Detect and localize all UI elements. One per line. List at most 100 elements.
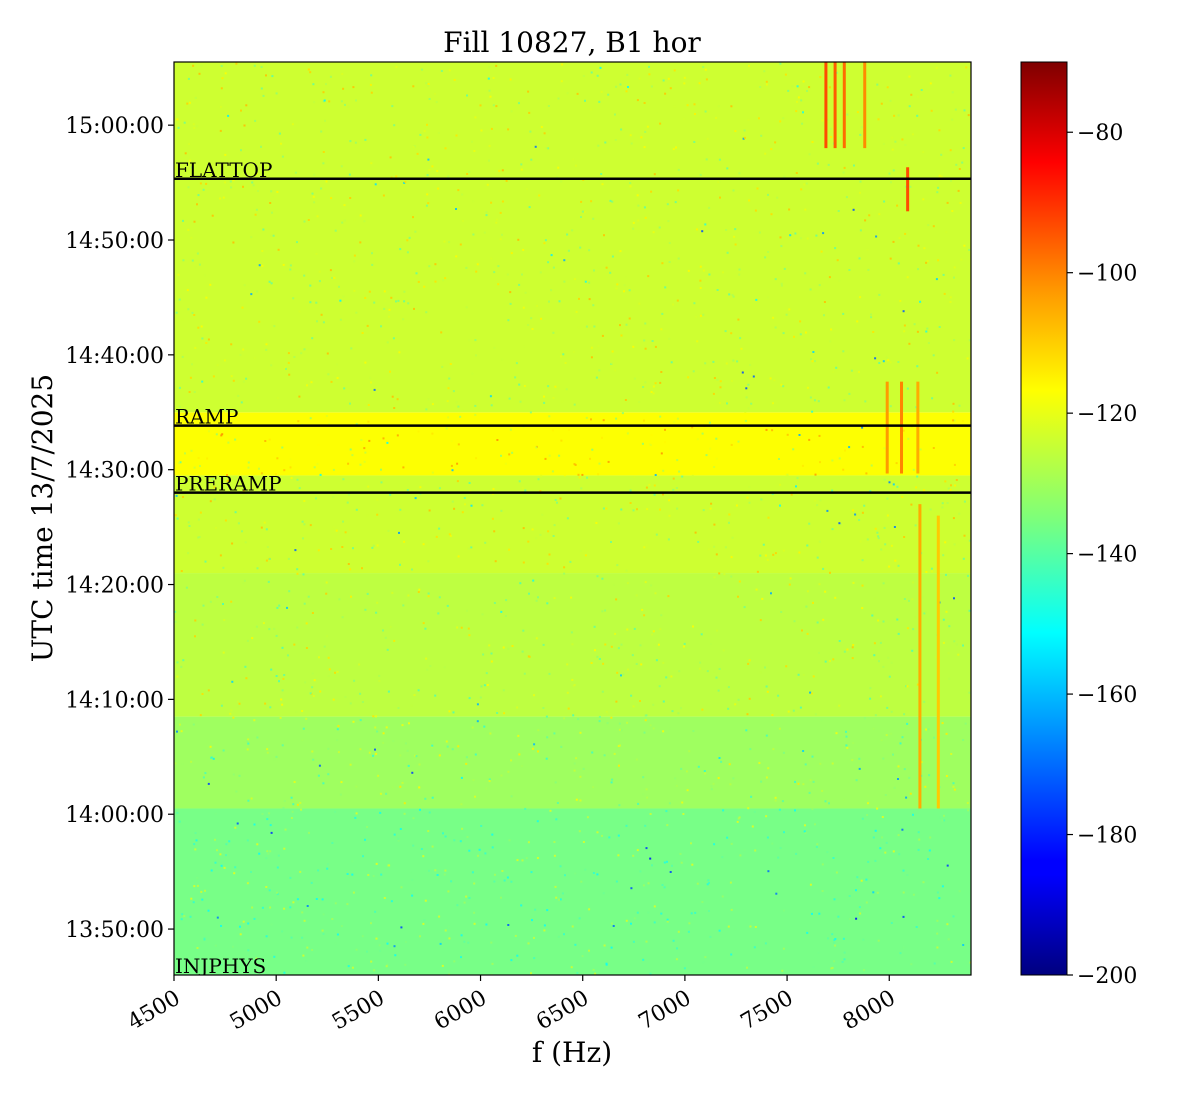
noise-speck — [804, 331, 807, 334]
noise-speck — [601, 183, 604, 186]
noise-speck — [539, 490, 542, 493]
noise-speck — [662, 469, 665, 472]
noise-speck — [761, 597, 764, 600]
noise-speck — [952, 410, 955, 413]
noise-speck — [883, 200, 886, 203]
noise-speck — [802, 783, 805, 786]
noise-speck — [316, 320, 318, 323]
noise-speck — [366, 324, 369, 327]
noise-speck — [630, 887, 633, 890]
noise-speck — [748, 486, 751, 488]
noise-speck — [176, 811, 179, 814]
noise-speck — [480, 129, 483, 132]
noise-speck — [404, 180, 407, 183]
noise-speck — [713, 843, 716, 846]
noise-speck — [434, 694, 437, 697]
noise-speck — [668, 261, 671, 263]
noise-speck — [238, 774, 241, 777]
noise-speck — [867, 268, 870, 271]
noise-speck — [444, 147, 447, 150]
noise-speck — [955, 479, 958, 481]
noise-speck — [644, 216, 647, 219]
noise-speck — [422, 622, 425, 625]
noise-speck — [536, 820, 539, 823]
noise-speck — [194, 96, 197, 99]
noise-speck — [614, 139, 617, 141]
noise-speck — [522, 345, 525, 348]
noise-speck — [303, 274, 306, 277]
noise-speck — [194, 635, 196, 638]
noise-speck — [603, 754, 606, 757]
noise-speck — [423, 130, 426, 133]
noise-speck — [299, 801, 302, 804]
noise-speck — [240, 149, 242, 152]
noise-speck — [802, 750, 805, 752]
noise-speck — [923, 700, 926, 703]
noise-speck — [205, 182, 208, 185]
noise-speck — [376, 498, 379, 501]
noise-speck — [261, 250, 264, 252]
noise-speck — [767, 251, 770, 253]
noise-speck — [547, 385, 550, 388]
noise-speck — [457, 555, 460, 558]
noise-speck — [207, 909, 210, 912]
noise-speck — [831, 762, 834, 765]
noise-speck — [700, 633, 703, 636]
noise-speck — [426, 136, 429, 139]
noise-speck — [379, 811, 382, 814]
noise-speck — [677, 257, 680, 260]
noise-speck — [372, 754, 374, 757]
noise-speck — [399, 248, 402, 251]
noise-speck — [911, 649, 914, 652]
noise-speck — [852, 742, 855, 744]
noise-speck — [479, 104, 482, 107]
noise-speck — [563, 572, 566, 575]
noise-speck — [559, 497, 562, 500]
noise-speck — [619, 250, 622, 253]
noise-speck — [194, 266, 197, 269]
noise-speck — [478, 848, 481, 851]
noise-speck — [242, 582, 245, 585]
noise-speck — [527, 540, 530, 543]
noise-speck — [296, 626, 299, 629]
noise-speck — [590, 662, 593, 664]
noise-speck — [329, 269, 332, 272]
noise-speck — [699, 173, 702, 176]
noise-speck — [176, 517, 179, 520]
noise-speck — [874, 829, 877, 832]
noise-speck — [774, 799, 777, 802]
noise-speck — [311, 949, 314, 951]
noise-speck — [312, 695, 315, 697]
noise-speck — [534, 908, 537, 911]
noise-speck — [835, 871, 838, 874]
noise-speck — [270, 364, 273, 367]
noise-speck — [483, 231, 486, 234]
noise-speck — [734, 243, 737, 246]
noise-speck — [744, 410, 747, 413]
noise-speck — [708, 206, 711, 209]
noise-speck — [805, 182, 808, 185]
noise-speck — [903, 598, 906, 600]
noise-speck — [522, 527, 525, 530]
noise-speck — [607, 93, 610, 96]
noise-speck — [346, 501, 349, 504]
noise-speck — [418, 588, 421, 591]
noise-speck — [312, 195, 315, 198]
noise-speck — [293, 643, 296, 646]
noise-speck — [968, 248, 971, 251]
noise-speck — [650, 85, 653, 88]
noise-speck — [485, 787, 488, 790]
noise-speck — [692, 370, 695, 373]
noise-speck — [483, 725, 486, 728]
noise-speck — [611, 200, 614, 203]
noise-speck — [524, 807, 527, 810]
y-tick-label: 14:10:00 — [65, 688, 164, 713]
noise-speck — [653, 173, 656, 176]
noise-speck — [447, 470, 449, 473]
noise-speck — [495, 64, 498, 67]
noise-speck — [838, 279, 841, 282]
noise-speck — [653, 921, 656, 924]
noise-speck — [428, 169, 431, 172]
noise-speck — [927, 224, 930, 227]
noise-speck — [760, 134, 763, 137]
